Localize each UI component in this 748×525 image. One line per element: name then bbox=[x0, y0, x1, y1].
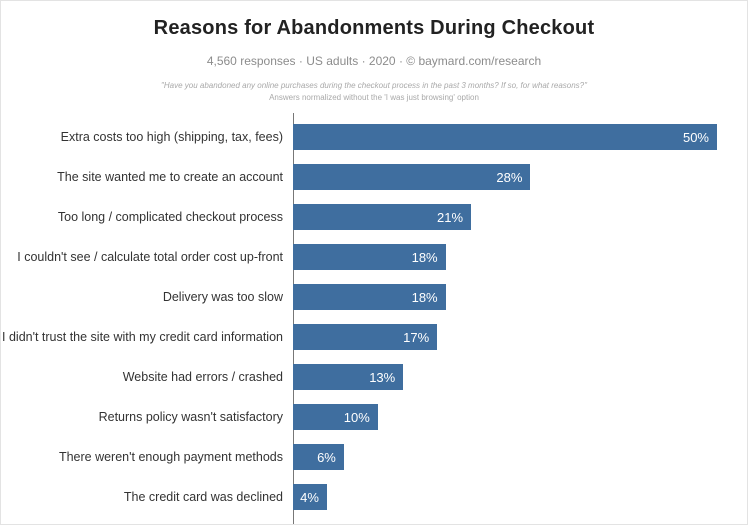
bar: 18% bbox=[293, 284, 446, 311]
value-label: 21% bbox=[437, 209, 464, 225]
bar-track: 28% bbox=[293, 164, 717, 191]
bar-track: 4% bbox=[293, 484, 717, 511]
survey-question-note: "Have you abandoned any online purchases… bbox=[161, 81, 587, 90]
chart-rows: Extra costs too high (shipping, tax, fee… bbox=[1, 113, 717, 524]
chart-row: I didn't trust the site with my credit c… bbox=[1, 317, 717, 357]
category-label: Delivery was too slow bbox=[162, 290, 283, 305]
bar-track: 18% bbox=[293, 284, 717, 311]
chart-header: Reasons for Abandonments During Checkout… bbox=[1, 1, 747, 103]
value-label: 4% bbox=[300, 489, 319, 505]
value-label: 28% bbox=[496, 169, 523, 185]
bar: 21% bbox=[293, 204, 472, 231]
y-axis-line bbox=[293, 113, 294, 524]
bar: 4% bbox=[293, 484, 327, 511]
category-label: I didn't trust the site with my credit c… bbox=[2, 330, 283, 345]
value-label: 18% bbox=[411, 289, 438, 305]
chart-row: Too long / complicated checkout process … bbox=[1, 197, 717, 237]
chart-row: Delivery was too slow 18% bbox=[1, 277, 717, 317]
bar-track: 50% bbox=[293, 124, 717, 151]
bar: 18% bbox=[293, 244, 446, 271]
category-label: Website had errors / crashed bbox=[122, 370, 283, 385]
category-label: I couldn't see / calculate total order c… bbox=[17, 250, 283, 265]
bar: 6% bbox=[293, 444, 344, 471]
bar-track: 13% bbox=[293, 364, 717, 391]
chart-row: Extra costs too high (shipping, tax, fee… bbox=[1, 117, 717, 157]
category-label: There weren't enough payment methods bbox=[58, 450, 283, 465]
chart-subtitle: 4,560 responses · US adults · 2020 · © b… bbox=[206, 54, 542, 68]
value-label: 50% bbox=[682, 129, 709, 145]
category-label: Too long / complicated checkout process bbox=[57, 210, 283, 225]
value-label: 13% bbox=[369, 369, 396, 385]
value-label: 6% bbox=[317, 449, 336, 465]
value-label: 17% bbox=[403, 329, 430, 345]
category-label: Returns policy wasn't satisfactory bbox=[98, 410, 283, 425]
chart-row: Website had errors / crashed 13% bbox=[1, 357, 717, 397]
bar-track: 21% bbox=[293, 204, 717, 231]
chart-row: The site wanted me to create an account … bbox=[1, 157, 717, 197]
bar-track: 10% bbox=[293, 404, 717, 431]
category-label: The site wanted me to create an account bbox=[57, 170, 283, 185]
chart-row: There weren't enough payment methods 6% bbox=[1, 437, 717, 477]
bar: 13% bbox=[293, 364, 404, 391]
chart-row: The credit card was declined 4% bbox=[1, 477, 717, 517]
chart-row: Returns policy wasn't satisfactory 10% bbox=[1, 397, 717, 437]
category-label: Extra costs too high (shipping, tax, fee… bbox=[60, 130, 283, 145]
chart-title: Reasons for Abandonments During Checkout bbox=[153, 17, 595, 39]
bar: 10% bbox=[293, 404, 378, 431]
value-label: 10% bbox=[343, 409, 370, 425]
bar: 50% bbox=[293, 124, 717, 151]
category-label: The credit card was declined bbox=[123, 490, 283, 505]
bar-track: 6% bbox=[293, 444, 717, 471]
bar: 17% bbox=[293, 324, 438, 351]
bar: 28% bbox=[293, 164, 531, 191]
normalization-note: Answers normalized without the 'I was ju… bbox=[269, 92, 479, 102]
bar-track: 17% bbox=[293, 324, 717, 351]
bar-track: 18% bbox=[293, 244, 717, 271]
value-label: 18% bbox=[411, 249, 438, 265]
chart-row: I couldn't see / calculate total order c… bbox=[1, 237, 717, 277]
bar-chart: Extra costs too high (shipping, tax, fee… bbox=[1, 113, 747, 524]
